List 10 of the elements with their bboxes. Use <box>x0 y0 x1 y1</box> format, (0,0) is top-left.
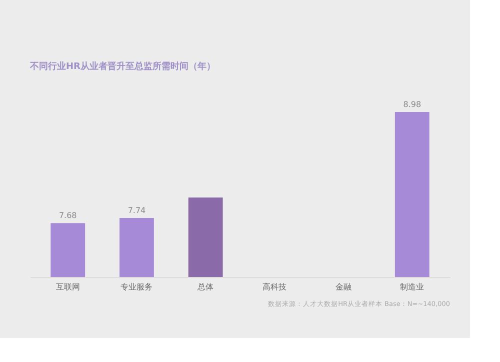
data-label: 8.98 <box>403 100 422 109</box>
chart-title: 不同行业HR从业者晋升至总监所需时间（年） <box>29 61 216 72</box>
x-tick-label: 高科技 <box>262 282 286 292</box>
x-tick-label: 制造业 <box>400 282 424 292</box>
x-tick-label: 专业服务 <box>120 282 153 292</box>
x-tick-label: 互联网 <box>56 282 80 292</box>
x-tick-label: 总体 <box>196 282 214 292</box>
data-label: 7.68 <box>58 211 77 220</box>
x-tick-label: 金融 <box>335 282 352 292</box>
data-label: 7.74 <box>128 206 146 216</box>
